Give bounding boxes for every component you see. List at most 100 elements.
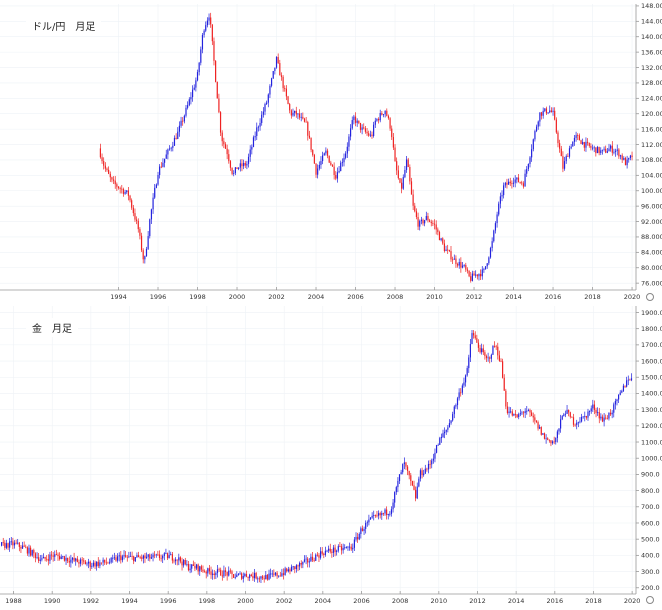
candle-body	[282, 76, 284, 89]
candle-body	[331, 164, 334, 167]
candle-body	[218, 569, 220, 571]
candle-body	[373, 515, 375, 516]
candle-body	[456, 398, 459, 406]
candle-body	[440, 436, 442, 439]
y-tick-label: 92.000	[641, 218, 662, 226]
candle-body	[619, 392, 621, 395]
candle-body	[522, 183, 525, 187]
y-tick-label: 1200.0	[641, 422, 662, 430]
settings-gear-icon[interactable]	[646, 293, 654, 301]
candle-body	[234, 167, 236, 174]
candle-body	[570, 146, 572, 149]
candle-body	[189, 568, 191, 571]
candle-body	[577, 135, 579, 136]
candle-body	[234, 576, 236, 578]
candle-body	[450, 251, 452, 260]
candle-body	[278, 575, 280, 577]
candle-body	[455, 258, 457, 265]
candle-body	[395, 487, 397, 493]
settings-gear-icon[interactable]	[646, 596, 654, 604]
candle-body	[42, 556, 45, 559]
candle-body	[592, 404, 594, 409]
candle-body	[605, 417, 607, 419]
candle-body	[483, 269, 485, 270]
y-tick-label: 1600.0	[641, 357, 662, 365]
candle-body	[514, 179, 516, 183]
candle-body	[611, 412, 613, 415]
candle-body	[397, 170, 399, 179]
x-tick-label: 1994	[121, 597, 138, 605]
candle-body	[408, 470, 410, 476]
candle-body	[414, 205, 416, 212]
candle-body	[88, 561, 90, 564]
candle-body	[123, 555, 125, 557]
candle-body	[21, 545, 24, 549]
candle-body	[435, 445, 438, 453]
candle-body	[316, 554, 318, 556]
candle-body	[211, 24, 213, 42]
candle-body	[353, 116, 355, 121]
candle-body	[92, 562, 95, 566]
candle-body	[226, 572, 228, 576]
candle-body	[474, 335, 476, 339]
candle-body	[386, 110, 388, 116]
candle-body	[333, 166, 335, 176]
candle-body	[261, 576, 264, 579]
candle-body	[199, 566, 201, 572]
candle-body	[346, 146, 348, 154]
candle-body	[131, 555, 133, 557]
candle-body	[616, 149, 618, 151]
y-tick-label: 500.0	[641, 535, 660, 543]
candle-body	[116, 556, 119, 561]
candle-body	[521, 182, 523, 184]
candle-body	[70, 559, 72, 563]
candle-body	[487, 357, 489, 359]
candle-body	[499, 196, 501, 204]
candle-body	[458, 392, 460, 399]
candle-body	[534, 417, 536, 421]
candle-body	[549, 110, 551, 113]
candle-body	[598, 412, 600, 419]
candle-body	[377, 119, 380, 121]
candle-body	[412, 194, 414, 206]
candle-body	[392, 502, 394, 510]
candle-body	[215, 572, 217, 576]
candle-body	[263, 578, 265, 580]
candle-body	[241, 163, 243, 167]
candle-body	[157, 175, 159, 185]
candle-body	[79, 559, 82, 564]
candle-body	[149, 554, 151, 559]
candle-body	[223, 141, 225, 145]
candle-body	[275, 57, 278, 68]
candle-body	[545, 438, 547, 440]
candle-body	[391, 128, 393, 138]
y-tick-label: 128.000	[641, 79, 662, 87]
candle-body	[268, 573, 270, 580]
candle-body	[560, 148, 562, 157]
x-tick-label: 2002	[268, 293, 285, 301]
candle-body	[108, 169, 110, 174]
candle-body	[308, 561, 310, 563]
candle-body	[489, 357, 491, 359]
candle-body	[36, 557, 38, 559]
candle-body	[84, 561, 86, 565]
y-tick-label: 108.000	[641, 156, 662, 164]
candle-body	[253, 572, 256, 579]
candle-body	[535, 420, 538, 423]
candle-body	[557, 132, 559, 144]
candle-body	[191, 564, 193, 569]
y-tick-label: 200.0	[641, 584, 660, 592]
candle-body	[532, 415, 534, 418]
candle-body	[595, 147, 597, 154]
candle-body	[28, 547, 30, 554]
gold-chart-title: 金 月足	[26, 318, 78, 337]
candle-body	[569, 412, 571, 417]
candle-body	[264, 104, 266, 112]
candle-body	[384, 110, 386, 115]
candle-body	[71, 557, 74, 560]
candle-body	[171, 554, 173, 561]
candle-body	[168, 555, 170, 559]
candle-body	[276, 572, 278, 577]
candle-body	[284, 88, 286, 89]
candle-body	[516, 414, 518, 418]
